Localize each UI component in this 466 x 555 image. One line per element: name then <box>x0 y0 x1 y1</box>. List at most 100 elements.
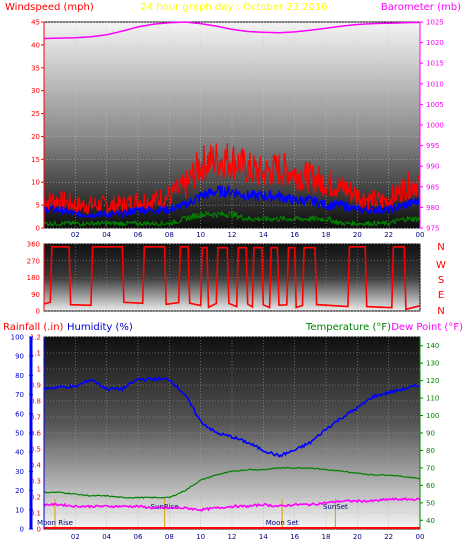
bottom-hour-tick-label: 04 <box>102 533 111 541</box>
rain-tick-label: 1.1 <box>30 350 41 358</box>
event-label: Moon Rise <box>37 519 73 527</box>
baro-tick-label: 1025 <box>426 19 444 27</box>
windspeed-axis-title: Windspeed (mph) <box>5 2 94 13</box>
wind-tick-label: 25 <box>31 110 40 118</box>
dewpoint-line <box>43 497 421 512</box>
bottom-hour-tick-label: 16 <box>290 533 299 541</box>
wind-tick-label: 35 <box>31 64 40 72</box>
temp-tick-label: 120 <box>426 377 439 385</box>
baro-tick-label: 990 <box>426 163 439 171</box>
rain-tick-label: 1.2 <box>30 334 41 342</box>
wind-tick-label: 30 <box>31 87 40 95</box>
temp-tick-label: 100 <box>426 412 439 420</box>
direction-tick-label: 90 <box>31 291 40 299</box>
temp-tick-label: 40 <box>426 517 435 525</box>
wind-tick-label: 5 <box>36 202 40 210</box>
hour-tick-label: 02 <box>71 231 80 239</box>
temp-tick-label: 70 <box>426 464 435 472</box>
humidity-tick-label: 0 <box>20 526 24 534</box>
humidity-tick-label: 70 <box>15 391 24 399</box>
wind-tick-label: 15 <box>31 156 40 164</box>
bottom-hour-tick-label: 14 <box>259 533 268 541</box>
wind-tick-label: 20 <box>31 133 40 141</box>
compass-label-n-bottom: N <box>437 306 444 317</box>
event-label: Moon Set <box>266 519 299 527</box>
wind-baro-tick-labels: 0510152025303540459759809859909951000100… <box>31 19 444 240</box>
bottom-hour-tick-label: 22 <box>384 533 393 541</box>
baro-tick-label: 985 <box>426 183 439 191</box>
temp-tick-label: 110 <box>426 395 439 403</box>
direction-tick-label: 180 <box>27 274 40 282</box>
hour-tick-label: 14 <box>259 231 268 239</box>
compass-label-e: E <box>438 290 444 301</box>
wind-tick-label: 40 <box>31 41 40 49</box>
rain-tick-label: 0.9 <box>30 382 41 390</box>
compass-label-n-top: N <box>437 242 444 253</box>
baro-tick-label: 1000 <box>426 122 444 130</box>
direction-tick-label: 270 <box>27 257 40 265</box>
rain-tick-label: 0 <box>37 526 41 534</box>
temperature-axis-title: Temperature (°F) <box>305 322 391 333</box>
bottom-hour-tick-label: 18 <box>322 533 331 541</box>
hour-tick-label: 22 <box>384 231 393 239</box>
wind-direction-line <box>43 246 421 311</box>
barometer-axis-title: Barometer (mb) <box>381 2 461 13</box>
windspeed-line <box>43 143 421 216</box>
hour-tick-label: 00 <box>416 231 425 239</box>
temperature-line <box>43 466 421 499</box>
baro-tick-label: 1020 <box>426 39 444 47</box>
hour-tick-label: 04 <box>102 231 111 239</box>
temp-tick-label: 130 <box>426 360 439 368</box>
rain-tick-label: 0.8 <box>30 398 41 406</box>
humidity-tick-label: 100 <box>11 334 24 342</box>
humidity-tick-label: 30 <box>15 468 24 476</box>
humidity-temp-series <box>43 376 421 529</box>
compass-label-w: W <box>436 260 446 271</box>
hour-tick-label: 18 <box>322 231 331 239</box>
hour-tick-label: 06 <box>134 231 143 239</box>
direction-tick-label: 360 <box>27 241 40 249</box>
compass-label-s: S <box>438 275 444 286</box>
bottom-hour-tick-label: 08 <box>165 533 174 541</box>
hour-tick-label: 12 <box>228 231 237 239</box>
bottom-hour-tick-label: 10 <box>196 533 205 541</box>
baro-tick-label: 980 <box>426 204 439 212</box>
temp-tick-label: 80 <box>426 447 435 455</box>
wind-baro-series <box>43 21 421 227</box>
temp-tick-label: 60 <box>426 482 435 490</box>
event-label: SunRise <box>151 503 179 511</box>
temp-tick-label: 50 <box>426 499 435 507</box>
humidity-line <box>43 376 421 458</box>
hour-tick-label: 10 <box>196 231 205 239</box>
hour-tick-label: 16 <box>290 231 299 239</box>
bottom-hour-tick-label: 02 <box>71 533 80 541</box>
bottom-hour-tick-label: 12 <box>228 533 237 541</box>
compass-labels: N W S E N <box>436 242 446 317</box>
rain-tick-label: 0.4 <box>30 462 42 470</box>
graph-title: 24 hour graph day : October 23 2016 <box>140 2 327 13</box>
wind-tick-label: 10 <box>31 179 40 187</box>
bottom-hour-tick-label: 06 <box>134 533 143 541</box>
event-label: SunSet <box>323 503 348 511</box>
bottom-hour-tick-label: 20 <box>353 533 362 541</box>
temp-tick-label: 140 <box>426 342 439 350</box>
hour-tick-label: 20 <box>353 231 362 239</box>
rain-tick-label: 0.6 <box>30 430 42 438</box>
hour-tick-label: 08 <box>165 231 174 239</box>
baro-tick-label: 1015 <box>426 60 444 68</box>
direction-tick-labels: 0 90 180 270 360 <box>27 241 40 316</box>
wind-tick-label: 0 <box>36 225 40 233</box>
rain-tick-label: 1 <box>37 366 41 374</box>
rainfall-axis-title: Rainfall (.in) <box>3 322 64 333</box>
rain-tick-label: 0.5 <box>30 446 41 454</box>
humidity-axis-title: Humidity (%) <box>67 322 133 333</box>
humidity-tick-label: 40 <box>15 449 24 457</box>
barometer-line <box>43 21 421 40</box>
humidity-temp-tick-labels: 0 0.1 0.2 0.3 0.4 0.5 0.6 0.7 0.8 0.9 1 1.1 1.2 0 10 20… <box>11 334 440 542</box>
humidity-tick-label: 50 <box>15 430 24 438</box>
avg-wind-line <box>43 185 421 219</box>
baro-tick-label: 1005 <box>426 101 444 109</box>
rain-tick-label: 0.1 <box>30 510 41 518</box>
wind-tick-label: 45 <box>31 19 40 27</box>
